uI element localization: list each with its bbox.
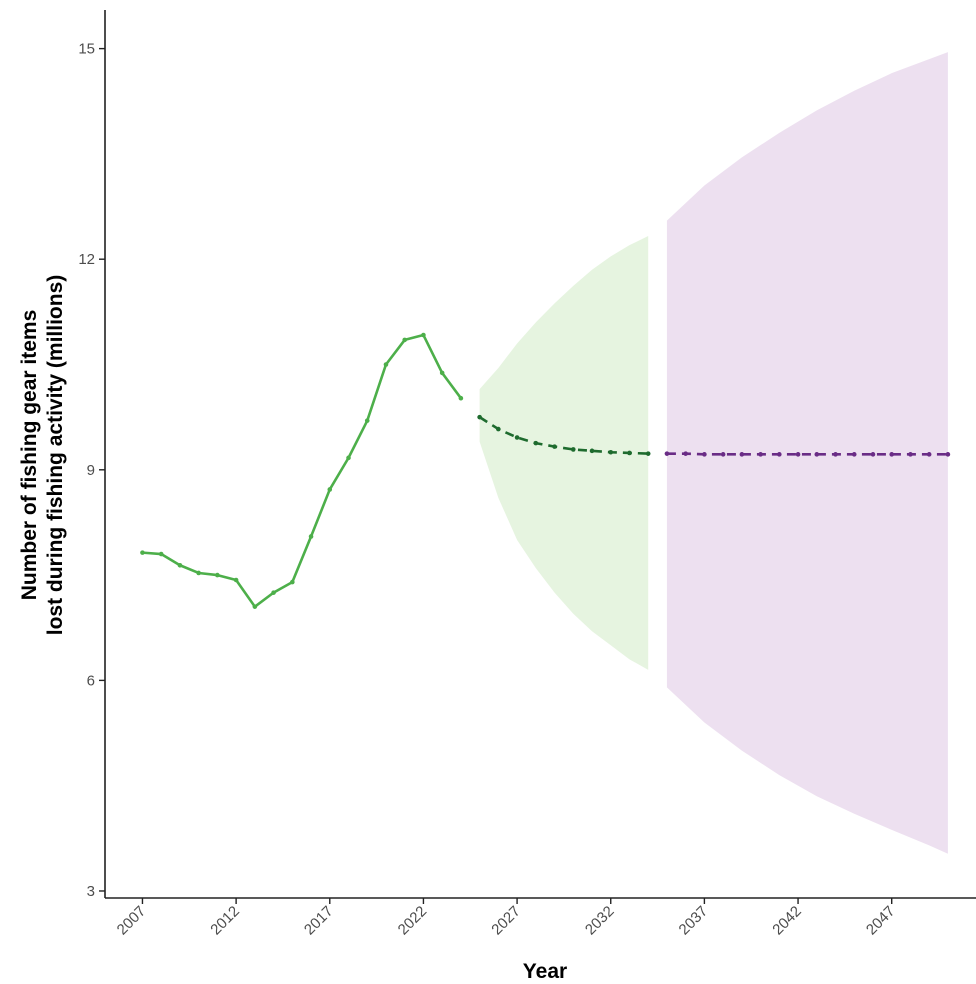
data-point xyxy=(439,370,445,376)
data-point xyxy=(926,452,932,457)
data-point xyxy=(833,452,838,457)
data-point xyxy=(496,426,501,432)
data-point xyxy=(777,452,782,457)
x-tick-label: 2012 xyxy=(207,903,243,939)
data-point xyxy=(851,452,857,457)
data-point xyxy=(327,487,333,492)
data-point xyxy=(814,452,820,457)
series-line-2 xyxy=(478,416,649,455)
y-tick-label: 6 xyxy=(87,672,95,689)
y-tick-label: 12 xyxy=(78,251,95,268)
x-tick-label: 2032 xyxy=(582,903,618,939)
data-point xyxy=(589,448,595,454)
data-point xyxy=(570,447,576,452)
data-point xyxy=(364,418,370,423)
x-tick-label: 2042 xyxy=(769,903,805,939)
data-point xyxy=(552,444,557,449)
data-point xyxy=(739,452,745,457)
data-point xyxy=(889,452,895,457)
x-tick-label: 2047 xyxy=(863,903,899,939)
series-line-3 xyxy=(666,452,948,456)
confidence-band-1 xyxy=(479,236,649,670)
data-point xyxy=(252,604,258,609)
data-point xyxy=(158,551,164,557)
data-point xyxy=(702,452,707,457)
y-tick-label: 9 xyxy=(87,462,95,479)
data-point xyxy=(477,414,482,420)
confidence-band-2 xyxy=(666,52,948,854)
x-tick-label: 2007 xyxy=(114,903,150,939)
data-point xyxy=(346,455,351,461)
data-point xyxy=(683,451,688,456)
data-point xyxy=(870,452,876,457)
y-tick-label: 3 xyxy=(87,883,95,900)
data-point xyxy=(308,534,314,539)
data-point xyxy=(945,452,951,457)
y-tick-label: 15 xyxy=(78,41,95,58)
data-point xyxy=(795,452,801,457)
data-point xyxy=(514,435,520,440)
data-point xyxy=(383,362,389,367)
data-point xyxy=(271,590,276,595)
x-tick-label: 2022 xyxy=(395,903,431,939)
x-tick-label: 2037 xyxy=(676,903,712,939)
y-axis-title-line2: lost during fishing activity (millions) xyxy=(44,275,67,636)
data-point xyxy=(290,579,295,585)
data-series xyxy=(140,332,951,609)
x-ticks: 2007 2012 2017 2022 2027 2032 2037 2042 2047 xyxy=(114,898,899,938)
data-point xyxy=(627,450,632,456)
y-axis-title-line1: Number of fishing gear items xyxy=(18,310,41,601)
y-ticks: 3 6 9 12 15 xyxy=(78,41,105,900)
confidence-bands xyxy=(479,52,948,854)
data-point xyxy=(196,570,201,576)
data-point xyxy=(533,440,539,446)
data-point xyxy=(908,452,913,457)
data-point xyxy=(664,451,670,456)
data-point xyxy=(233,577,239,583)
data-point xyxy=(140,550,145,555)
data-point xyxy=(645,451,651,456)
data-point xyxy=(458,395,464,401)
data-point xyxy=(215,572,220,578)
data-point xyxy=(720,452,726,457)
x-tick-label: 2027 xyxy=(488,903,524,939)
data-point xyxy=(758,452,763,457)
data-point xyxy=(402,337,407,343)
x-axis-title: Year xyxy=(523,960,567,983)
data-point xyxy=(421,332,426,338)
series-line-1 xyxy=(142,333,462,608)
x-tick-label: 2017 xyxy=(301,903,337,939)
axes xyxy=(104,10,976,899)
data-point xyxy=(177,562,183,568)
data-point xyxy=(608,449,614,455)
